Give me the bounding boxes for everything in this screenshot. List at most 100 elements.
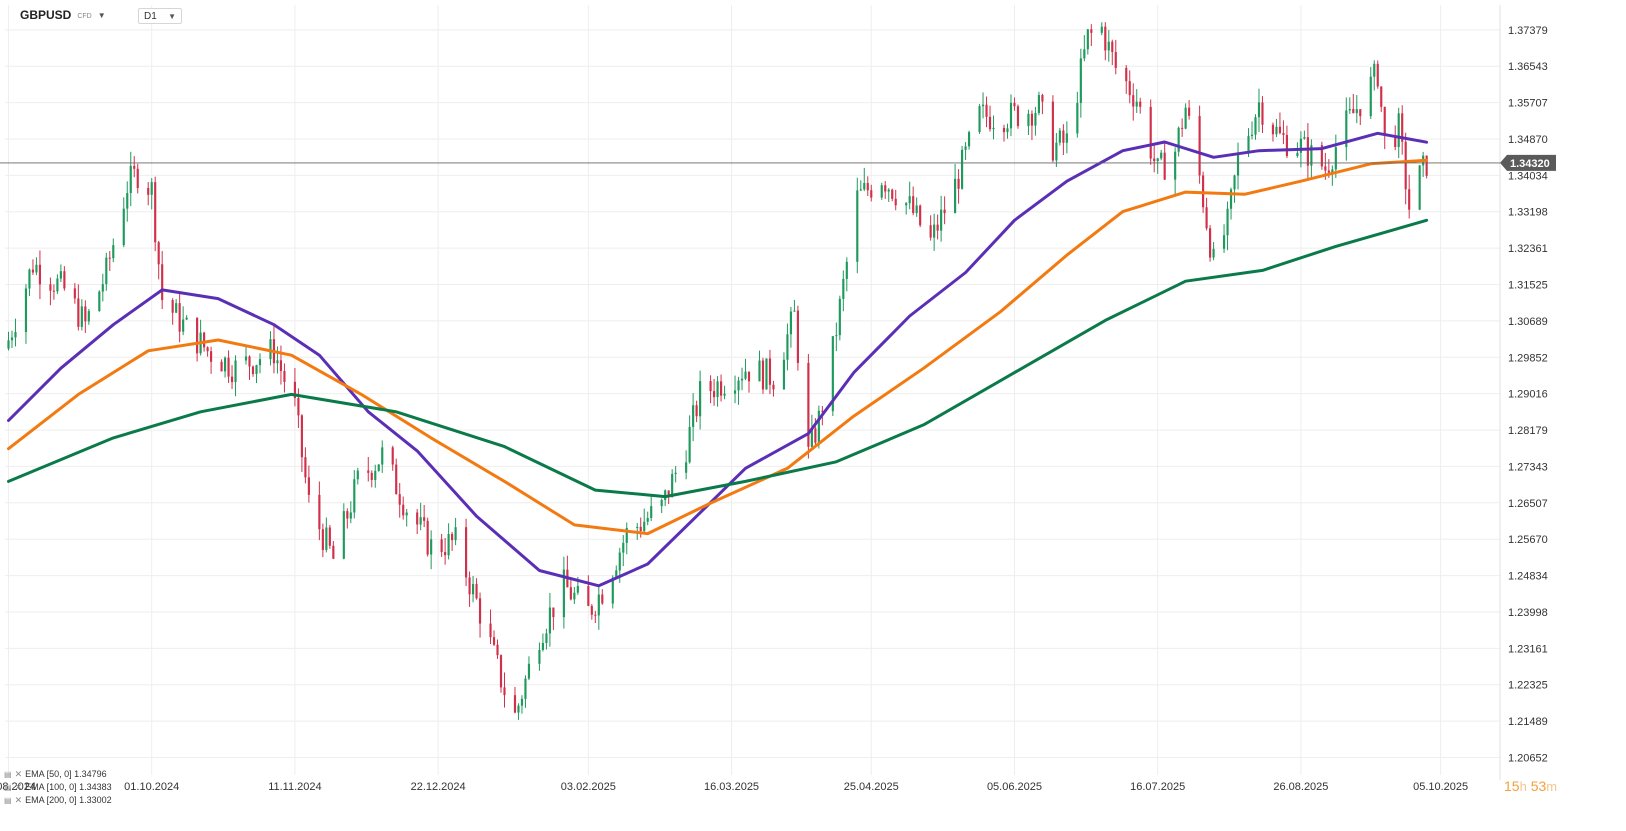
settings-icon[interactable]: ▤ <box>4 783 12 792</box>
candle-body <box>1051 101 1054 161</box>
candle <box>489 609 492 644</box>
candle-body <box>1327 170 1330 173</box>
candle-body <box>1369 76 1372 117</box>
y-tick-label: 1.30689 <box>1508 316 1548 328</box>
x-tick-label: 16.07.2025 <box>1130 781 1185 793</box>
candle <box>1016 104 1020 129</box>
candle-body <box>1079 58 1082 103</box>
candle-body <box>182 319 185 332</box>
candle-body <box>1257 102 1261 118</box>
candle <box>1013 97 1016 111</box>
candle-body <box>293 381 297 399</box>
candle-body <box>1306 137 1309 166</box>
candle-body <box>468 577 471 595</box>
candle-body <box>597 594 600 616</box>
candle <box>244 346 248 365</box>
candle <box>1083 35 1086 62</box>
symbol-label[interactable]: GBPUSD <box>20 8 72 22</box>
candle-body <box>381 447 384 465</box>
candle-body <box>573 592 576 600</box>
candle-body <box>618 552 621 571</box>
candle <box>699 370 702 430</box>
remove-icon[interactable]: ✕ <box>14 769 23 779</box>
candle <box>880 182 883 200</box>
candle-body <box>978 106 981 133</box>
candle <box>178 292 181 343</box>
candle-body <box>744 371 747 379</box>
candle-body <box>248 356 251 367</box>
candle-body <box>552 607 555 618</box>
candle <box>475 578 478 600</box>
candle <box>150 178 153 210</box>
timeframe-select[interactable]: D1 ▼ <box>138 8 182 24</box>
candle <box>660 498 663 514</box>
candle <box>1422 151 1425 177</box>
candle <box>936 214 939 240</box>
y-tick-label: 1.36543 <box>1508 61 1548 73</box>
candle-body <box>496 644 499 656</box>
candle-body <box>513 695 517 713</box>
candle-body <box>1149 106 1152 159</box>
candle-body <box>1160 152 1163 159</box>
candle-body <box>814 428 817 443</box>
remove-icon[interactable]: ✕ <box>14 795 23 805</box>
candle-body <box>223 357 227 372</box>
candle <box>154 176 157 252</box>
candle-body <box>1376 63 1379 87</box>
candle <box>59 264 62 283</box>
candle <box>307 465 310 503</box>
candle <box>601 589 604 605</box>
candle-body <box>1222 235 1226 249</box>
candle <box>105 252 108 291</box>
candle <box>454 517 457 546</box>
settings-icon[interactable]: ▤ <box>4 770 12 779</box>
candle-body <box>782 359 786 390</box>
candle <box>782 352 786 390</box>
remove-icon[interactable]: ✕ <box>14 782 23 792</box>
candle <box>817 405 820 449</box>
candle-body <box>866 182 869 191</box>
candle-body <box>940 209 943 231</box>
candle-body <box>842 278 845 299</box>
candle-body <box>1334 147 1337 170</box>
settings-icon[interactable]: ▤ <box>4 796 12 805</box>
candle <box>569 577 572 601</box>
candle-body <box>419 517 422 525</box>
candle <box>807 354 810 459</box>
candle <box>985 96 988 128</box>
candle-body <box>391 447 394 465</box>
candle <box>318 481 321 541</box>
candle <box>933 213 936 251</box>
candle-body <box>206 347 209 352</box>
candle-body <box>346 511 349 519</box>
candle-body <box>587 586 590 606</box>
candle-body <box>1247 136 1250 154</box>
candle <box>1132 83 1135 121</box>
candle-body <box>1229 189 1233 209</box>
candle-body <box>1016 106 1020 127</box>
candle <box>1208 225 1212 262</box>
candle <box>650 495 653 522</box>
candle-body <box>1373 63 1376 77</box>
countdown-minutes: 53 <box>1530 778 1547 794</box>
candle-body <box>933 224 936 238</box>
candle <box>220 359 223 372</box>
candle-body <box>1188 107 1191 116</box>
candle <box>255 364 258 384</box>
candle-body <box>73 288 76 299</box>
candle-body <box>685 462 688 473</box>
legend-item-ema200: ▤ ✕ EMA [200, 0] 1.33002 <box>4 794 112 807</box>
timeframe-label: D1 <box>144 10 157 22</box>
candle <box>293 367 297 407</box>
candle-body <box>454 527 457 541</box>
candle-body <box>671 474 674 498</box>
candle <box>398 483 401 518</box>
symbol-dropdown-icon[interactable]: ▼ <box>97 10 106 20</box>
candle <box>381 440 384 473</box>
candle-body <box>258 359 262 366</box>
y-tick-label: 1.28179 <box>1508 425 1548 437</box>
candle <box>325 517 328 553</box>
candle <box>447 523 450 560</box>
candle-body <box>723 393 726 396</box>
